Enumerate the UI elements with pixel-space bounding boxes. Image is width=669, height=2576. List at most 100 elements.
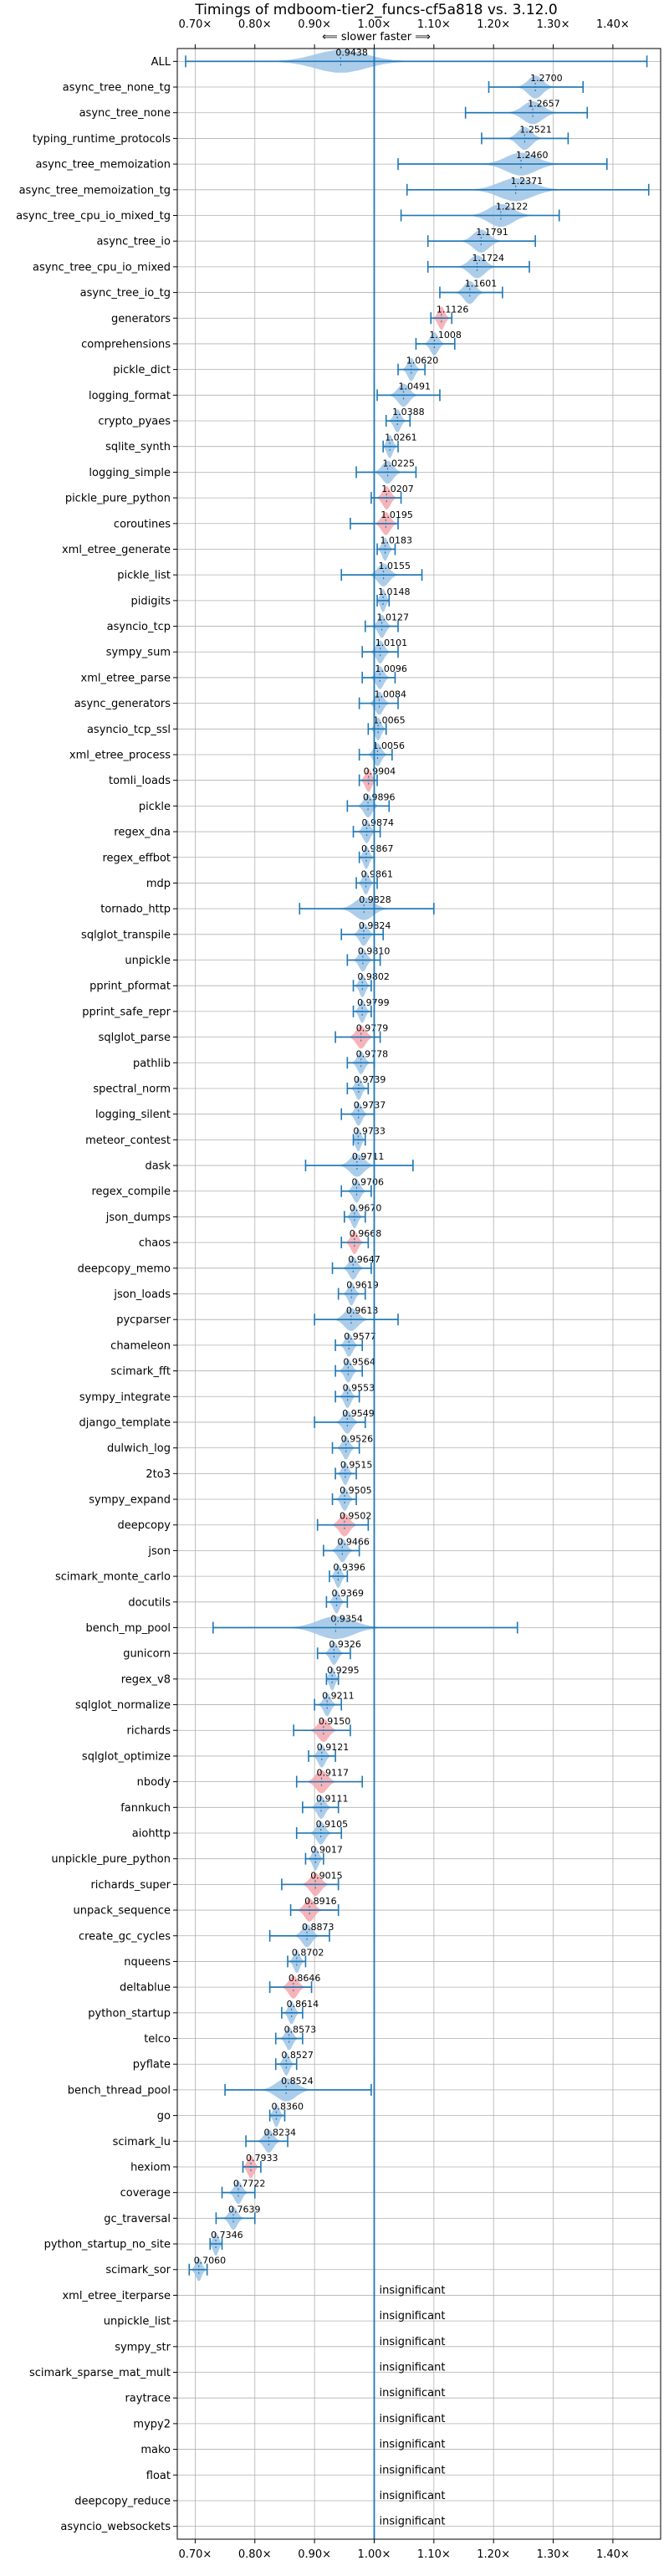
benchmark-label: xml_etree_generate: [62, 544, 171, 556]
x-tick-label-top: 0.70×: [178, 18, 212, 31]
value-label: 0.9668: [350, 1228, 382, 1239]
insignificant-label: insignificant: [379, 2516, 445, 2528]
value-label: 0.9904: [364, 766, 396, 777]
benchmark-label: spectral_norm: [93, 1083, 171, 1095]
benchmark-label: async_tree_cpu_io_mixed_tg: [16, 210, 171, 223]
value-label: 0.8527: [281, 2050, 314, 2061]
value-label: 0.9577: [344, 1331, 376, 1342]
benchmark-label: comprehensions: [81, 338, 171, 351]
value-label: 0.9896: [363, 791, 396, 802]
benchmark-label: coroutines: [114, 518, 171, 530]
x-tick-label-top: 1.40×: [596, 18, 630, 31]
benchmark-label: deltablue: [120, 1982, 171, 1995]
benchmark-label: dulwich_log: [107, 1442, 171, 1455]
benchmark-label: tornado_http: [100, 904, 171, 916]
value-label: 1.2700: [530, 73, 563, 84]
value-label: 0.8573: [284, 2025, 317, 2036]
benchmark-label: asyncio_websockets: [60, 2521, 171, 2533]
benchmark-label: regex_dna: [114, 827, 171, 839]
value-label: 1.0207: [381, 484, 414, 494]
value-label: 0.8873: [302, 1922, 334, 1933]
benchmark-label: 2to3: [146, 1468, 171, 1481]
value-label: 0.9438: [335, 47, 368, 58]
benchmark-label: async_generators: [74, 698, 171, 710]
benchmark-label: sympy_sum: [106, 647, 171, 659]
value-label: 0.9326: [329, 1639, 361, 1650]
benchmark-label: gunicorn: [123, 1648, 171, 1661]
value-label: 1.0183: [380, 535, 413, 545]
x-axis-top: 0.70× 0.80× 0.90× 1.00× 1.10× 1.20× 1.30× 1.40×: [178, 18, 630, 49]
benchmark-label: async_tree_none_tg: [63, 82, 171, 95]
value-label: 0.9779: [356, 1023, 389, 1034]
benchmark-label: pickle: [139, 801, 171, 813]
benchmark-label: xml_etree_process: [69, 749, 171, 761]
benchmark-label: scimark_fft: [110, 1365, 171, 1378]
value-label: 1.1791: [476, 227, 508, 238]
value-label: 0.8614: [287, 1999, 319, 2010]
value-label: 0.9613: [346, 1305, 379, 1316]
benchmark-label: regex_v8: [121, 1673, 171, 1686]
benchmark-label: gc_traversal: [104, 2213, 171, 2225]
value-label: 0.9553: [343, 1382, 375, 1393]
value-label: 0.9799: [357, 997, 390, 1008]
x-tick-label-bottom: 0.80×: [238, 2548, 272, 2561]
value-label: 0.9874: [361, 817, 394, 828]
benchmark-label: async_tree_io_tg: [80, 287, 171, 300]
value-label: 1.0096: [375, 663, 407, 674]
x-tick-label-bottom: 1.40×: [596, 2548, 630, 2561]
value-label: 1.1126: [437, 304, 469, 315]
value-label: 1.0127: [377, 612, 410, 623]
insignificant-label: insignificant: [379, 2387, 445, 2399]
value-label: 0.9515: [340, 1459, 373, 1470]
value-label: 0.8646: [289, 1973, 321, 1984]
value-label: 0.9706: [352, 1177, 385, 1188]
value-label: 0.9739: [354, 1074, 386, 1085]
x-tick-label-top: 0.80×: [238, 18, 272, 31]
value-label: 0.9211: [322, 1691, 355, 1702]
value-label: 1.0101: [375, 638, 408, 648]
benchmark-label: sympy_str: [115, 2341, 171, 2353]
value-label: 0.9733: [353, 1125, 386, 1136]
x-tick-label-bottom: 1.10×: [417, 2548, 451, 2561]
benchmark-label: unpickle: [125, 955, 171, 967]
value-label: 0.9828: [359, 894, 391, 905]
benchmark-label: asyncio_tcp_ssl: [87, 724, 171, 736]
benchmark-label: unpickle_list: [104, 2316, 171, 2328]
benchmark-label: pycparser: [116, 1314, 171, 1327]
value-label: 1.0065: [373, 714, 406, 725]
value-label: 0.8360: [271, 2102, 304, 2113]
value-label: 1.2460: [516, 150, 549, 161]
value-label: 1.0388: [392, 407, 425, 417]
benchmark-label: pprint_safe_repr: [82, 1006, 171, 1018]
benchmark-label: sqlglot_optimize: [82, 1750, 171, 1763]
benchmark-label: pidigits: [131, 595, 171, 607]
benchmark-label: pprint_pformat: [89, 981, 171, 993]
benchmark-label: asyncio_tcp: [107, 621, 171, 633]
benchmark-label: unpickle_pure_python: [51, 1853, 171, 1866]
value-label: 0.9017: [310, 1845, 343, 1856]
benchmark-label: chaos: [139, 1237, 171, 1250]
benchmark-label: tomli_loads: [109, 775, 171, 787]
x-tick-label-top: 0.90×: [298, 18, 331, 31]
value-label: 1.2521: [519, 124, 552, 135]
benchmark-label: async_tree_io: [96, 236, 171, 248]
benchmark-label: ALL: [151, 56, 171, 69]
benchmark-label: telco: [144, 2033, 171, 2046]
value-label: 1.1724: [472, 253, 505, 264]
value-label: 0.8524: [281, 2076, 314, 2087]
benchmark-label: sqlglot_transpile: [81, 929, 171, 941]
x-tick-label-bottom: 0.90×: [298, 2548, 331, 2561]
value-label: 0.9619: [346, 1280, 379, 1291]
benchmark-label: pickle_list: [117, 570, 171, 582]
benchmark-label: bench_thread_pool: [68, 2084, 171, 2097]
value-label: 0.9354: [330, 1613, 363, 1624]
value-label: 1.1008: [429, 330, 462, 341]
value-label: 0.8916: [304, 1896, 337, 1907]
benchmark-label: float: [146, 2470, 171, 2482]
benchmark-label: logging_silent: [95, 1109, 171, 1121]
insignificant-label: insignificant: [379, 2439, 445, 2451]
benchmark-label: regex_compile: [91, 1186, 171, 1198]
value-label: 0.9015: [310, 1870, 343, 1881]
x-axis-bottom: 0.70× 0.80× 0.90× 1.00× 1.10× 1.20× 1.30× 1.40×: [178, 2539, 630, 2561]
